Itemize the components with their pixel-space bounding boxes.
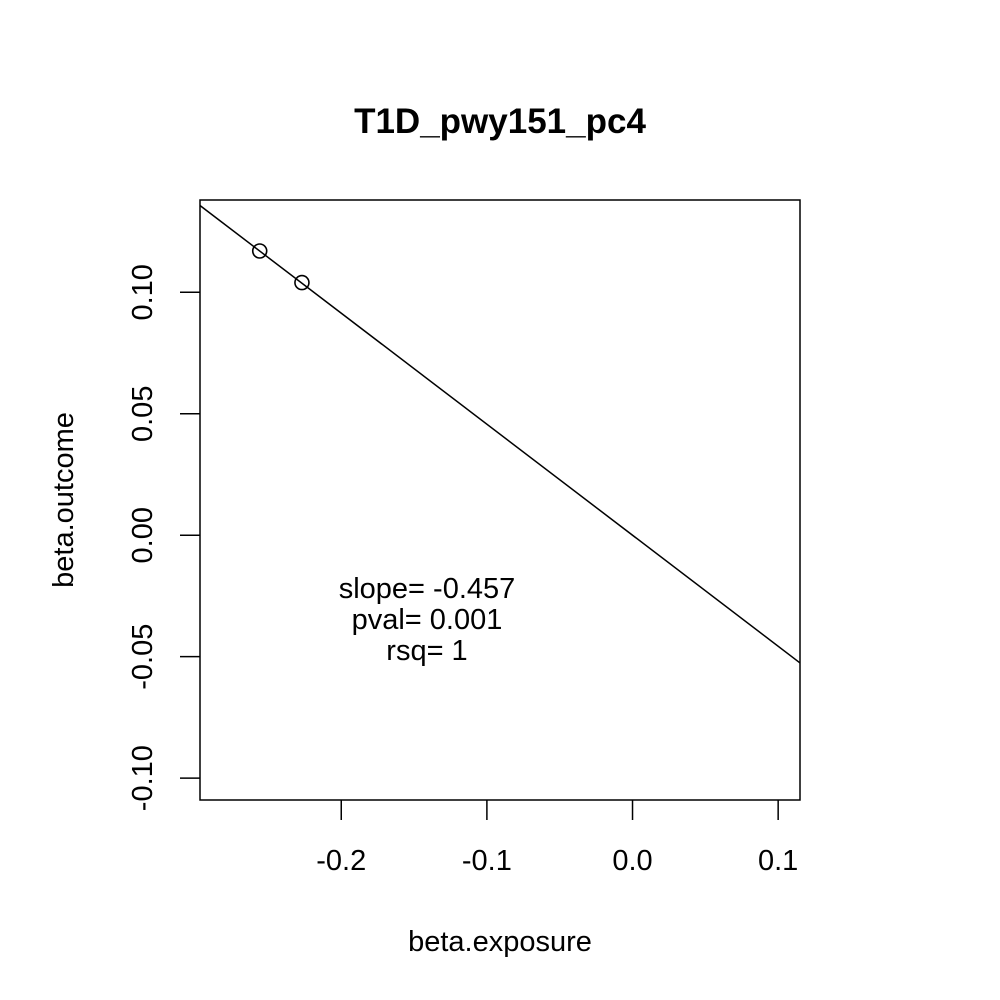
- regression-line: [200, 204, 800, 664]
- annotation-line: slope= -0.457: [339, 573, 516, 605]
- data-point: [251, 243, 268, 259]
- x-tick-label: -0.2: [316, 845, 366, 877]
- annotation-line: pval= 0.001: [352, 604, 503, 636]
- x-axis: -0.2 -0.1 0.0 0.1: [316, 800, 798, 877]
- x-tick-label: 0.0: [612, 845, 652, 877]
- y-axis: -0.10 -0.05 0.00 0.05 0.10: [127, 264, 200, 811]
- annotation-line: rsq= 1: [386, 635, 467, 667]
- x-tick-label: 0.1: [758, 845, 798, 877]
- data-point: [294, 274, 310, 291]
- plot-frame: [199, 199, 801, 801]
- y-tick-label: -0.10: [127, 745, 159, 811]
- plot-area: [200, 204, 800, 664]
- chart-title: T1D_pwy151_pc4: [354, 102, 646, 141]
- y-tick-label: 0.00: [127, 507, 159, 563]
- y-tick-label: -0.05: [127, 624, 159, 690]
- x-tick-label: -0.1: [462, 845, 512, 877]
- y-axis-label: beta.outcome: [48, 412, 80, 588]
- y-tick-label: 0.10: [127, 264, 159, 320]
- x-axis-label: beta.exposure: [408, 926, 592, 958]
- y-tick-label: 0.05: [127, 386, 159, 442]
